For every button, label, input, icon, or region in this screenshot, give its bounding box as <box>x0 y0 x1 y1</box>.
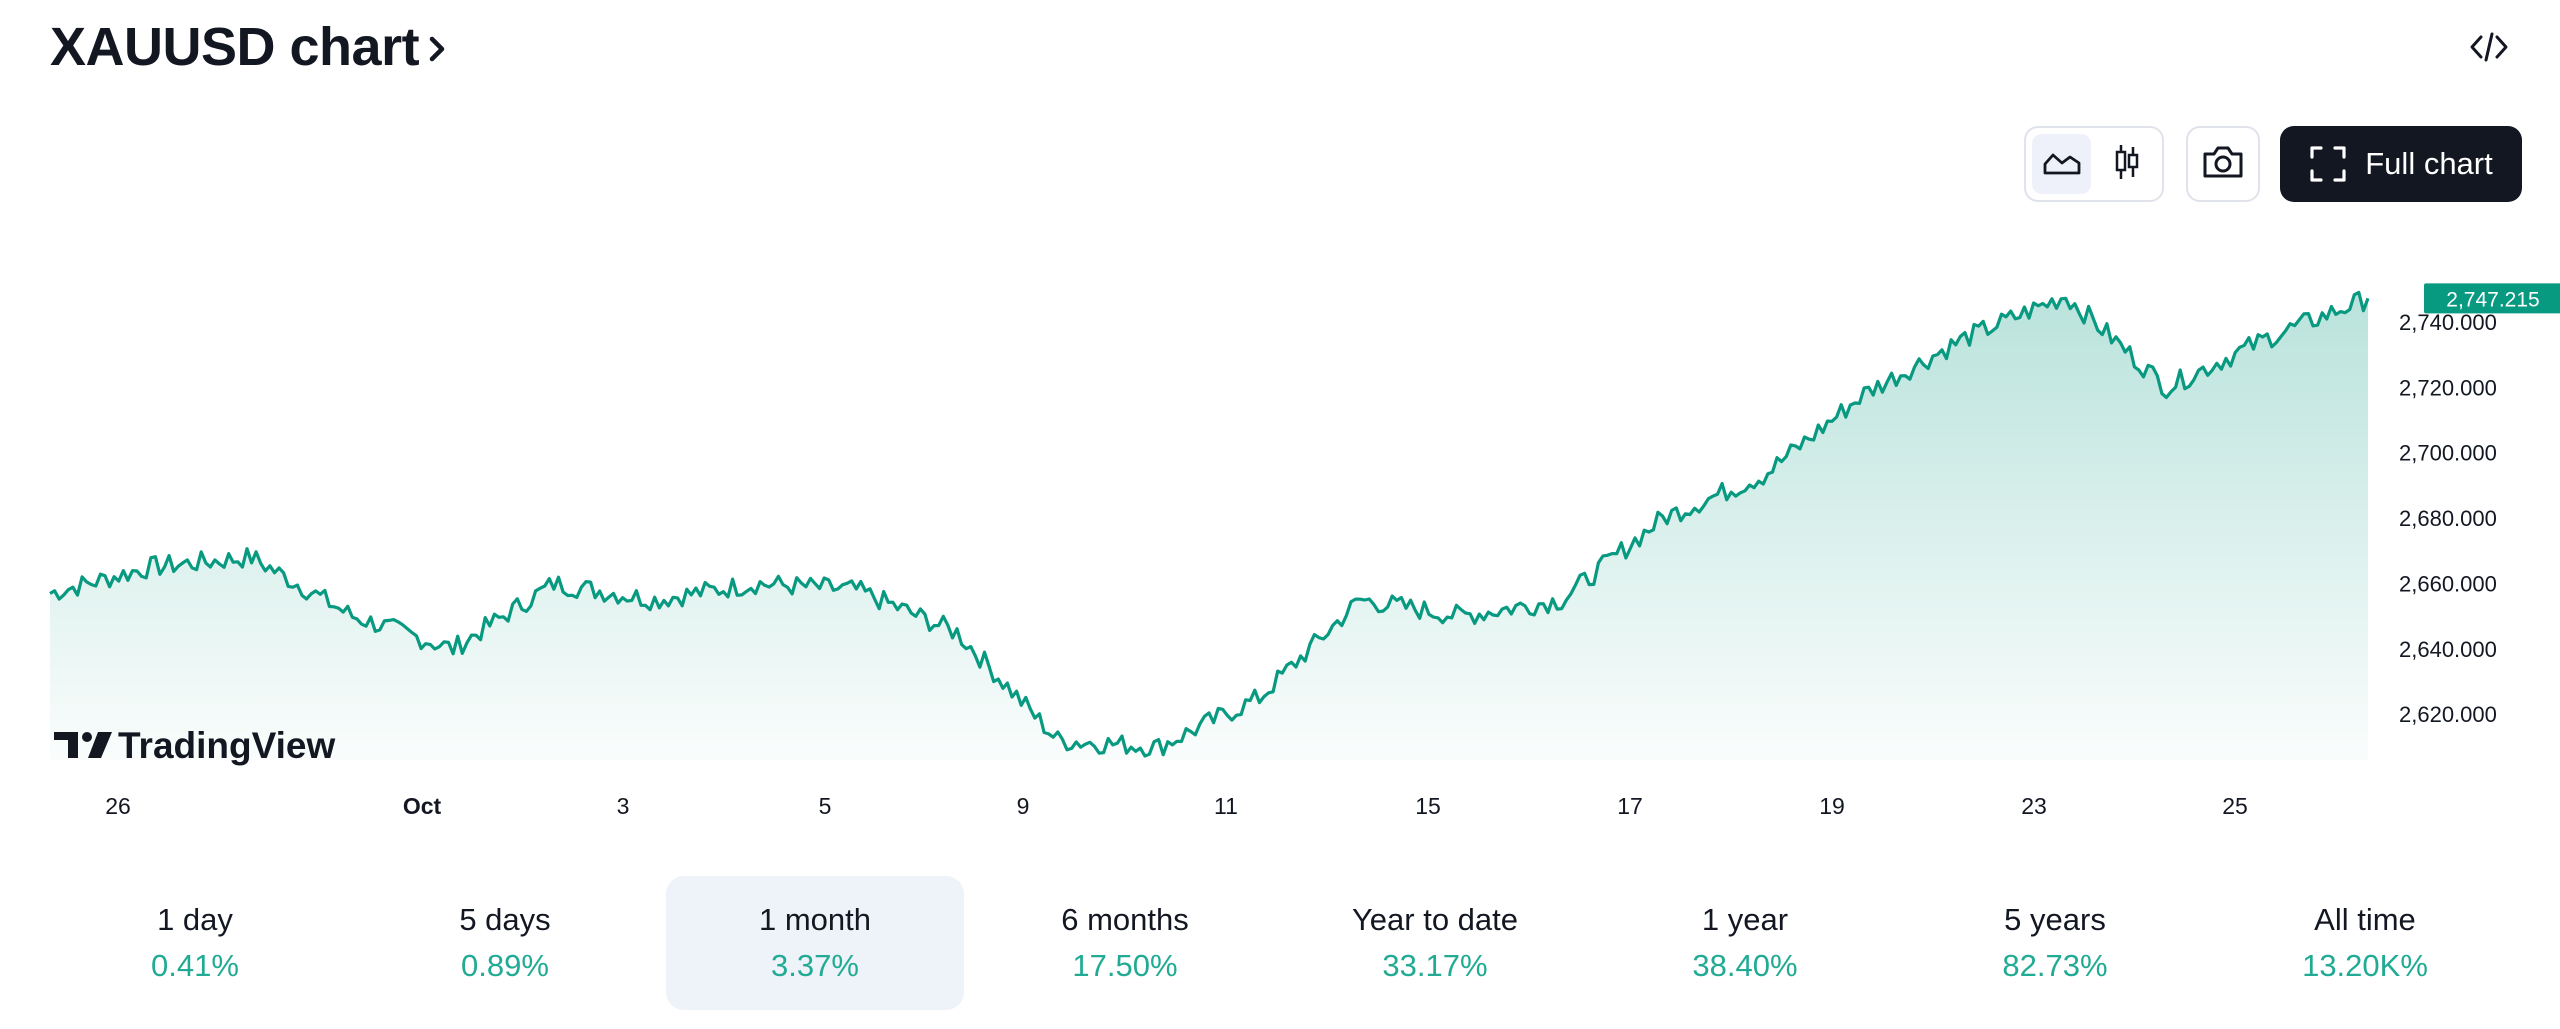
period-change: 3.37% <box>771 948 859 983</box>
period-selector: 1 day 0.41% 5 days 0.89% 1 month 3.37% 6… <box>40 876 2520 1010</box>
period-change: 0.41% <box>151 948 239 983</box>
y-tick-label: 2,620.000 <box>2399 702 2497 727</box>
last-price-tag: 2,747.215 <box>2424 283 2560 314</box>
period-label: All time <box>2314 902 2416 937</box>
price-chart[interactable]: 2,740.000 2,720.000 2,700.000 2,680.000 2,66… <box>0 240 2560 840</box>
candles-icon <box>2112 142 2142 187</box>
x-tick-label: 15 <box>1415 793 1441 819</box>
chevron-right-icon <box>427 33 447 70</box>
x-tick-label: 5 <box>819 793 832 819</box>
fullscreen-icon <box>2309 145 2347 183</box>
tradingview-wordmark: TradingView <box>118 725 335 766</box>
period-1-day[interactable]: 1 day 0.41% <box>46 876 344 1010</box>
camera-icon <box>2201 144 2245 185</box>
period-5-days[interactable]: 5 days 0.89% <box>356 876 654 1010</box>
full-chart-label: Full chart <box>2365 146 2493 181</box>
y-tick-label: 2,720.000 <box>2399 375 2497 400</box>
x-tick-label: 26 <box>105 793 131 819</box>
period-label: Year to date <box>1351 902 1519 937</box>
period-label: 5 days <box>459 902 551 937</box>
y-tick-label: 2,700.000 <box>2399 441 2497 466</box>
period-1-month[interactable]: 1 month 3.37% <box>666 876 964 1010</box>
y-tick-label: 2,640.000 <box>2399 637 2497 662</box>
period-change: 13.20K% <box>2302 948 2428 983</box>
x-tick-label: 25 <box>2222 793 2248 819</box>
period-5-years[interactable]: 5 years 82.73% <box>1906 876 2204 1010</box>
period-change: 38.40% <box>1692 948 1798 983</box>
period-change: 82.73% <box>2002 948 2108 983</box>
x-tick-label: 23 <box>2021 793 2047 819</box>
period-1-year[interactable]: 1 year 38.40% <box>1596 876 1894 1010</box>
y-tick-label: 2,740.000 <box>2399 310 2497 335</box>
period-label: 1 year <box>1701 902 1789 937</box>
period-label: 5 years <box>2004 902 2106 937</box>
candles-style-button[interactable] <box>2097 134 2156 194</box>
x-tick-label: 3 <box>617 793 630 819</box>
y-axis: 2,740.000 2,720.000 2,700.000 2,680.000 2,66… <box>2399 310 2497 727</box>
x-tick-label: 11 <box>1214 793 1238 819</box>
period-change: 33.17% <box>1382 948 1488 983</box>
last-price-label: 2,747.215 <box>2446 288 2539 311</box>
x-tick-label: 19 <box>1819 793 1845 819</box>
area-chart-icon <box>2042 147 2082 182</box>
period-label: 1 day <box>157 902 233 937</box>
period-year-to-date[interactable]: Year to date 33.17% <box>1286 876 1584 1010</box>
embed-code-icon[interactable] <box>2464 22 2514 72</box>
watermark: TradingView <box>54 725 335 766</box>
price-area-fill <box>50 292 2368 760</box>
page-title: XAUUSD chart <box>50 17 420 77</box>
period-change: 0.89% <box>461 948 549 983</box>
period-label: 1 month <box>758 902 871 937</box>
snapshot-button[interactable] <box>2186 126 2260 202</box>
chart-style-toggle <box>2024 126 2164 202</box>
y-tick-label: 2,680.000 <box>2399 506 2497 531</box>
x-tick-label: 17 <box>1617 793 1643 819</box>
chart-title-link[interactable]: XAUUSD chart <box>50 16 447 78</box>
area-style-button[interactable] <box>2032 134 2091 194</box>
price-line <box>49 290 2370 758</box>
period-change: 17.50% <box>1072 948 1178 983</box>
period-6-months[interactable]: 6 months 17.50% <box>976 876 1274 1010</box>
tradingview-logo-icon <box>54 732 112 758</box>
x-tick-label: 9 <box>1017 793 1030 819</box>
x-axis: 26 Oct 3 5 9 11 15 17 19 23 25 <box>105 793 2248 819</box>
period-label: 6 months <box>1061 902 1189 937</box>
y-tick-label: 2,660.000 <box>2399 571 2497 596</box>
full-chart-button[interactable]: Full chart <box>2280 126 2522 202</box>
period-all-time[interactable]: All time 13.20K% <box>2216 876 2514 1010</box>
x-tick-label: Oct <box>403 793 442 819</box>
